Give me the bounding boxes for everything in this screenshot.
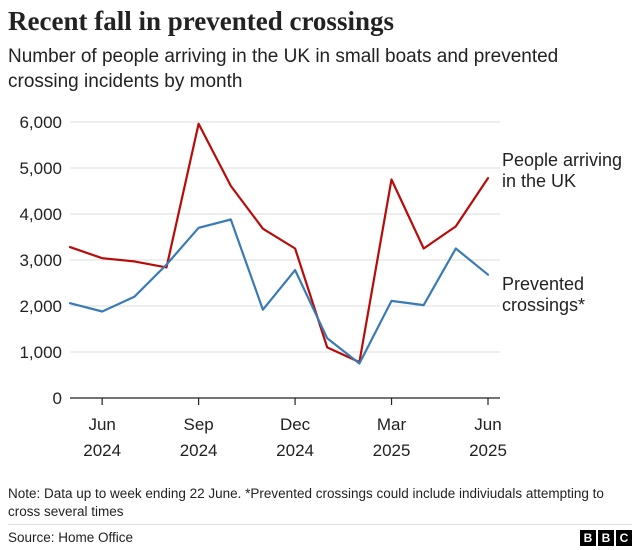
arrivals-series-label: in the UK — [502, 171, 576, 191]
x-tick-year: 2025 — [469, 441, 507, 460]
prevented-series-label: Prevented — [502, 274, 584, 294]
logo-letter: B — [580, 530, 596, 546]
chart-subtitle: Number of people arriving in the UK in s… — [8, 46, 559, 92]
series-lines — [68, 122, 490, 365]
gridlines — [70, 121, 500, 399]
y-tick-label: 6,000 — [19, 113, 62, 132]
x-tick-month: Jun — [88, 415, 115, 434]
source-text: Source: Home Office — [8, 530, 134, 545]
prevented-series-label: crossings* — [502, 295, 585, 315]
x-tick-month: Dec — [280, 415, 311, 434]
chart-title: Recent fall in prevented crossings — [8, 6, 394, 36]
y-tick-label: 4,000 — [19, 205, 62, 224]
x-tick-year: 2024 — [276, 441, 314, 460]
y-tick-label: 1,000 — [19, 343, 62, 362]
logo-letter: C — [616, 530, 632, 546]
line-chart: 0 1,000 2,000 3,000 4,000 5,000 6,000 Jun 2024 S… — [19, 113, 622, 460]
x-axis-ticks: Jun 2024 Sep 2024 Dec 2024 Mar 2025 Jun 2025 — [83, 398, 507, 460]
footnote: Note: Data up to week ending 22 June. *P… — [8, 486, 604, 519]
prevented-series-line — [68, 218, 490, 365]
logo-letter: B — [598, 530, 614, 546]
x-tick-year: 2025 — [373, 441, 411, 460]
y-tick-label: 0 — [53, 389, 62, 408]
x-tick-year: 2024 — [83, 441, 121, 460]
x-tick-month: Sep — [183, 415, 213, 434]
footer-divider — [8, 524, 632, 525]
x-tick-year: 2024 — [180, 441, 218, 460]
arrivals-series-label: People arriving — [502, 150, 622, 170]
y-axis-ticks: 0 1,000 2,000 3,000 4,000 5,000 6,000 — [19, 113, 62, 408]
x-tick-month: Mar — [377, 415, 407, 434]
arrivals-series-line — [68, 122, 490, 364]
bbc-logo: B B C — [580, 530, 632, 546]
y-tick-label: 5,000 — [19, 159, 62, 178]
y-tick-label: 3,000 — [19, 251, 62, 270]
y-tick-label: 2,000 — [19, 297, 62, 316]
x-tick-month: Jun — [474, 415, 501, 434]
